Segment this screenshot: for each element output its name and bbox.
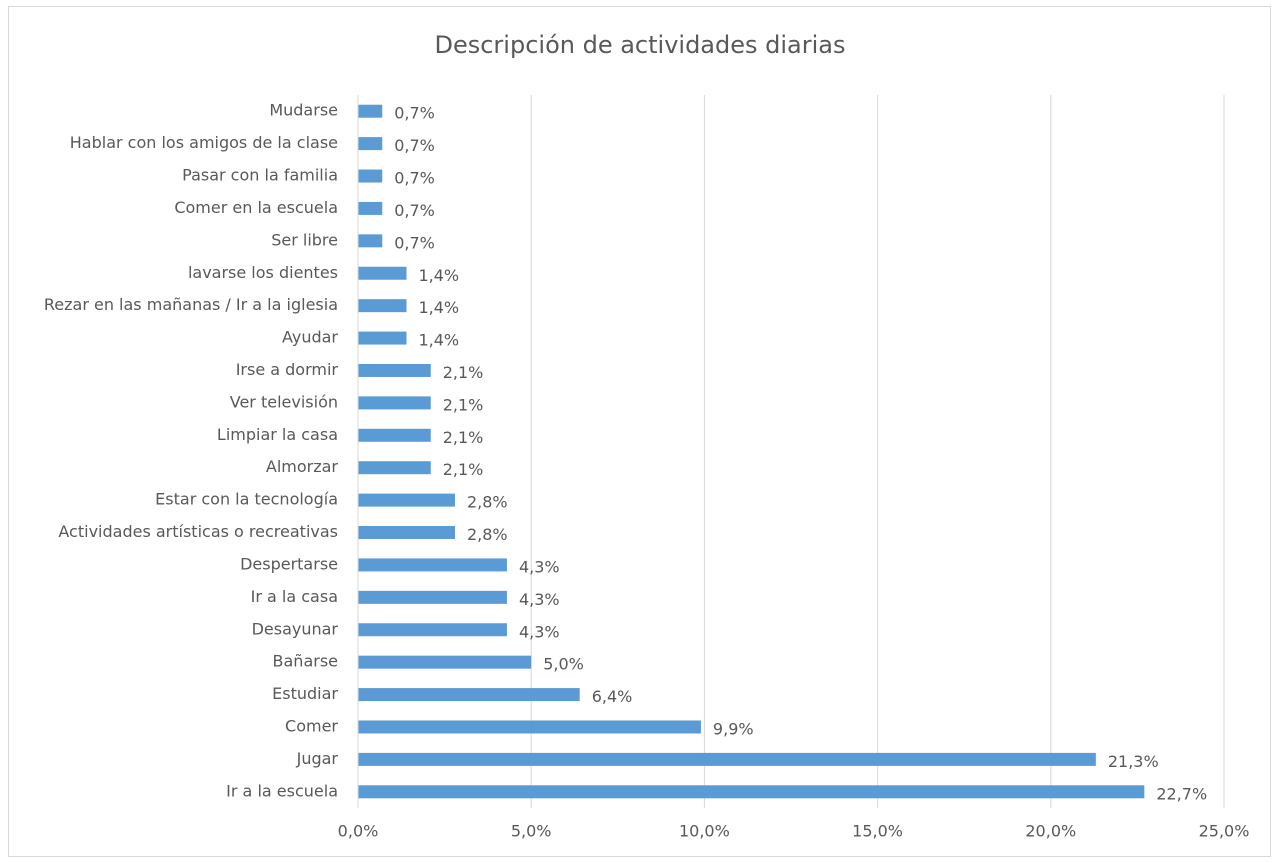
y-tick-label: lavarse los dientes: [188, 263, 338, 282]
bar: [358, 331, 407, 345]
bar: [358, 752, 1096, 766]
data-label: 5,0%: [543, 655, 584, 674]
y-tick-label: Ser libre: [271, 230, 338, 249]
bar: [358, 526, 455, 540]
bar: [358, 234, 383, 248]
data-label: 0,7%: [394, 233, 435, 252]
y-tick-label: Almorzar: [266, 457, 339, 476]
data-label: 1,4%: [418, 298, 459, 317]
bar: [358, 299, 407, 313]
y-tick-label: Desayunar: [252, 619, 339, 638]
bar: [358, 396, 431, 410]
data-label: 9,9%: [713, 719, 754, 738]
data-label: 0,7%: [394, 201, 435, 220]
y-tick-label: Hablar con los amigos de la clase: [70, 133, 338, 152]
bar: [358, 558, 507, 572]
data-label: 2,8%: [467, 525, 508, 544]
data-label: 2,1%: [443, 460, 484, 479]
bar: [358, 104, 383, 118]
y-tick-label: Ir a la escuela: [226, 781, 338, 800]
y-tick-label: Actividades artísticas o recreativas: [58, 522, 338, 541]
bar: [358, 363, 431, 377]
bar: [358, 428, 431, 442]
bar: [358, 655, 532, 669]
bar: [358, 266, 407, 280]
y-tick-label: Pasar con la familia: [182, 166, 338, 185]
chart-title: Descripción de actividades diarias: [434, 31, 845, 59]
y-tick-label: Bañarse: [273, 652, 338, 671]
bar: [358, 623, 507, 637]
x-tick-label: 20,0%: [1025, 822, 1076, 841]
data-label: 0,7%: [394, 136, 435, 155]
x-tick-label: 25,0%: [1199, 822, 1250, 841]
bar: [358, 720, 701, 734]
y-tick-label: Estudiar: [272, 684, 338, 703]
data-label: 4,3%: [519, 557, 560, 576]
bar: [358, 688, 580, 702]
y-tick-label: Despertarse: [240, 554, 338, 573]
data-label: 1,4%: [418, 266, 459, 285]
y-tick-label: Ver televisión: [230, 392, 338, 411]
y-tick-label: Estar con la tecnología: [155, 490, 338, 509]
x-tick-label: 0,0%: [338, 822, 379, 841]
bar: [358, 461, 431, 475]
data-label: 21,3%: [1108, 752, 1159, 771]
data-label: 22,7%: [1156, 784, 1207, 803]
y-tick-label: Ir a la casa: [251, 587, 338, 606]
data-label: 4,3%: [519, 590, 560, 609]
data-label: 4,3%: [519, 622, 560, 641]
x-tick-label: 5,0%: [511, 822, 552, 841]
bar: [358, 785, 1145, 799]
y-tick-label: Comer en la escuela: [174, 198, 338, 217]
x-tick-label: 10,0%: [679, 822, 730, 841]
data-label: 2,1%: [443, 395, 484, 414]
bar: [358, 169, 383, 183]
bar: [358, 493, 455, 507]
y-tick-label: Irse a dormir: [236, 360, 339, 379]
bar: [358, 201, 383, 215]
y-tick-label: Rezar en las mañanas / Ir a la iglesia: [44, 295, 338, 314]
data-label: 2,8%: [467, 493, 508, 512]
data-label: 2,1%: [443, 428, 484, 447]
data-label: 0,7%: [394, 104, 435, 123]
bar: [358, 137, 383, 151]
y-tick-label: Mudarse: [269, 101, 338, 120]
data-label: 6,4%: [592, 687, 633, 706]
bar: [358, 590, 507, 604]
chart-border: [8, 6, 1271, 857]
y-tick-label: Jugar: [296, 749, 339, 768]
y-tick-label: Limpiar la casa: [217, 425, 338, 444]
data-label: 0,7%: [394, 169, 435, 188]
y-tick-label: Ayudar: [282, 328, 338, 347]
data-label: 2,1%: [443, 363, 484, 382]
data-label: 1,4%: [418, 331, 459, 350]
y-tick-label: Comer: [285, 716, 338, 735]
x-tick-label: 15,0%: [852, 822, 903, 841]
